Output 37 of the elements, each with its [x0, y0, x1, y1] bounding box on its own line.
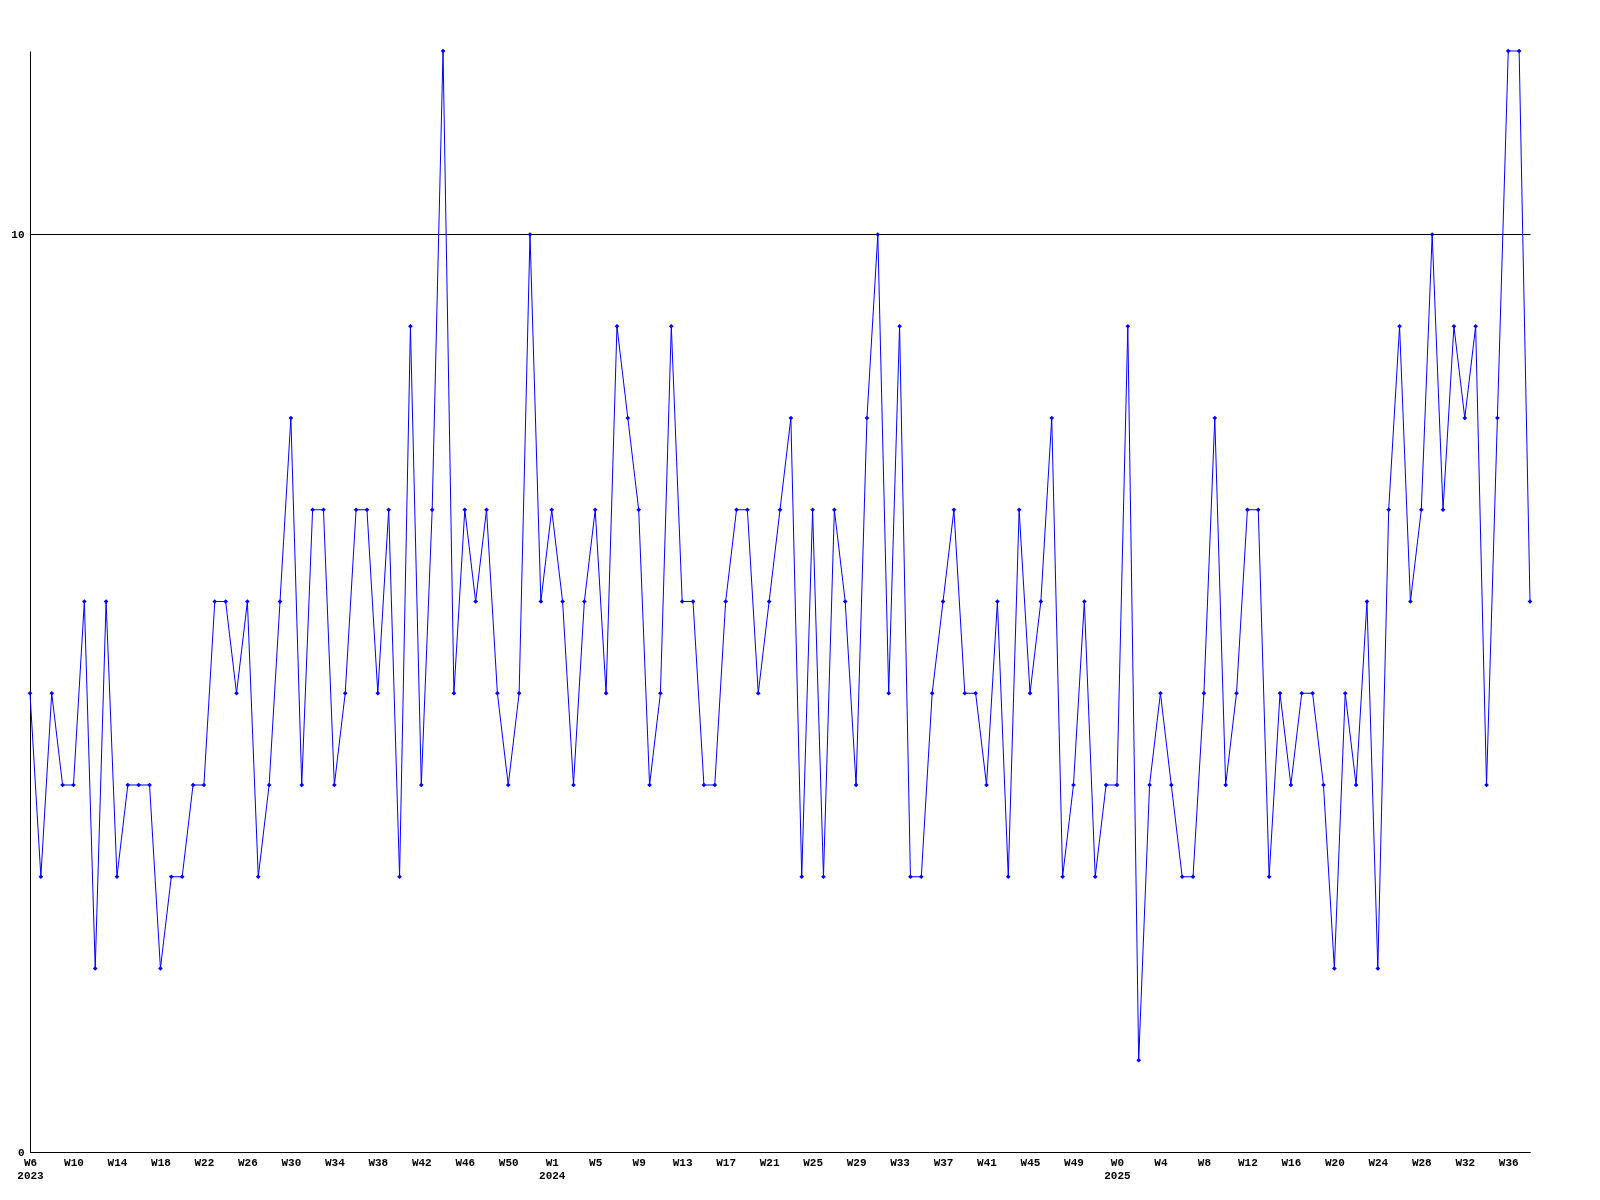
- x-tick-label: W13: [672, 1156, 693, 1169]
- x-tick-label: W1 2024: [539, 1156, 566, 1182]
- x-tick-label: W14: [107, 1156, 128, 1169]
- x-tick-label: W33: [890, 1156, 911, 1169]
- x-tick-label: W16: [1281, 1156, 1302, 1169]
- x-tick-label: W34: [324, 1156, 346, 1169]
- y-tick-label: 10: [11, 229, 25, 241]
- x-tick-label: W30: [281, 1156, 302, 1169]
- x-tick-label: W29: [846, 1156, 867, 1169]
- x-tick-label: W20: [1324, 1156, 1345, 1169]
- x-tick-label: W49: [1064, 1156, 1084, 1169]
- x-tick-label: W41: [977, 1156, 998, 1169]
- x-tick-label: W22: [194, 1156, 215, 1169]
- x-tick-label: W4: [1154, 1156, 1168, 1169]
- x-tick-label: W21: [759, 1156, 780, 1169]
- x-tick-label: W9: [632, 1156, 646, 1169]
- x-tick-label: W37: [933, 1156, 954, 1169]
- x-tick-label: W5: [589, 1156, 603, 1169]
- x-tick-label: W42: [411, 1156, 432, 1169]
- x-tick-label: W10: [64, 1156, 84, 1169]
- x-tick-label: W46: [455, 1156, 476, 1169]
- x-tick-label: W36: [1498, 1156, 1519, 1169]
- x-tick-label: W18: [151, 1156, 172, 1169]
- x-tick-label: W12: [1237, 1156, 1258, 1169]
- x-tick-label: W25: [803, 1156, 824, 1169]
- x-tick-label: W6 2023: [17, 1156, 45, 1182]
- x-tick-label: W38: [368, 1156, 389, 1169]
- x-tick-label: W17: [716, 1156, 737, 1169]
- x-tick-label: W28: [1411, 1156, 1433, 1169]
- x-tick-label: W24: [1368, 1156, 1389, 1169]
- x-tick-label: W50: [498, 1156, 519, 1169]
- x-tick-label: W45: [1020, 1156, 1041, 1169]
- x-tick-label: W32: [1455, 1156, 1476, 1169]
- y-tick-label: 0: [17, 1146, 25, 1159]
- x-tick-label: W26: [237, 1156, 258, 1169]
- x-tick-label: W0 2025: [1104, 1156, 1132, 1182]
- x-tick-label: W8: [1197, 1156, 1212, 1169]
